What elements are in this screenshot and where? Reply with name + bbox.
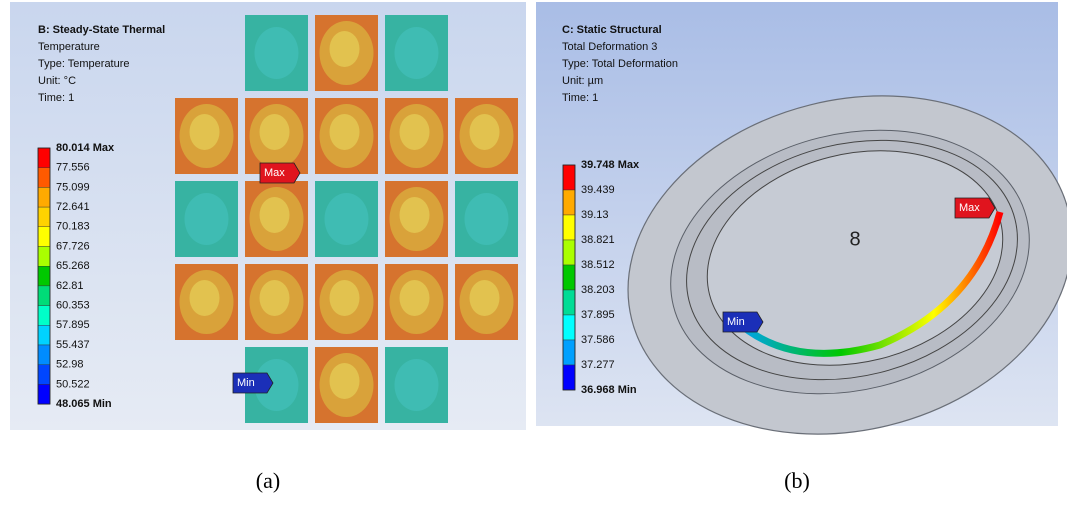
legend-label: 57.895	[56, 319, 90, 331]
legend-swatch	[38, 266, 50, 286]
legend-swatch	[38, 207, 50, 227]
header-line: Type: Temperature	[38, 58, 130, 70]
legend-swatch	[38, 306, 50, 326]
legend-label: 38.512	[581, 259, 615, 271]
tile-core	[325, 193, 369, 245]
tile-hot	[400, 197, 430, 233]
tile-hot	[190, 114, 220, 150]
caption: (a)	[256, 468, 280, 493]
tile-hot	[190, 280, 220, 316]
legend-swatch	[38, 247, 50, 267]
tile-hot	[330, 363, 360, 399]
header-title: B: Steady-State Thermal	[38, 24, 165, 36]
tile-core	[465, 193, 509, 245]
header-line: Type: Total Deformation	[562, 58, 678, 70]
tile-hot	[330, 31, 360, 67]
max-label: Max	[264, 167, 285, 179]
legend-swatch	[38, 325, 50, 345]
legend-label: 39.748 Max	[581, 159, 640, 171]
tile-core	[395, 27, 439, 79]
legend-label: 48.065 Min	[56, 398, 112, 410]
header-title: C: Static Structural	[562, 24, 662, 36]
tile-hot	[470, 114, 500, 150]
legend-swatch	[563, 265, 575, 290]
max-label: Max	[959, 202, 980, 214]
legend-label: 70.183	[56, 221, 90, 233]
legend-swatch	[563, 165, 575, 190]
tile-hot	[260, 197, 290, 233]
legend-label: 37.895	[581, 309, 615, 321]
legend-swatch	[563, 190, 575, 215]
header-line: Time: 1	[562, 92, 598, 104]
header-line: Unit: °C	[38, 75, 76, 87]
legend-label: 77.556	[56, 162, 90, 174]
caption: (b)	[784, 468, 810, 493]
legend-swatch	[563, 240, 575, 265]
header-line: Temperature	[38, 41, 100, 53]
legend-swatch	[38, 365, 50, 385]
legend-label: 62.81	[56, 280, 84, 292]
header-line: Unit: µm	[562, 75, 603, 87]
tile-core	[185, 193, 229, 245]
legend-label: 37.586	[581, 334, 615, 346]
legend-label: 52.98	[56, 359, 84, 371]
tile-hot	[330, 114, 360, 150]
legend-label: 60.353	[56, 300, 90, 312]
legend-swatch	[38, 168, 50, 188]
tile-hot	[400, 114, 430, 150]
legend-swatch	[38, 187, 50, 207]
tile-core	[395, 359, 439, 411]
legend-swatch	[563, 215, 575, 240]
legend-swatch	[563, 315, 575, 340]
legend-swatch	[38, 384, 50, 404]
legend-swatch	[563, 290, 575, 315]
legend-swatch	[38, 286, 50, 306]
min-label: Min	[727, 316, 745, 328]
header-line: Total Deformation 3	[562, 41, 657, 53]
legend-label: 80.014 Max	[56, 142, 115, 154]
legend-label: 67.726	[56, 240, 90, 252]
tile-hot	[260, 114, 290, 150]
legend-label: 55.437	[56, 339, 90, 351]
figure: B: Steady-State Thermal Temperature Type: …	[0, 0, 1067, 504]
tile-hot	[470, 280, 500, 316]
tile-core	[255, 27, 299, 79]
legend-label: 50.522	[56, 378, 90, 390]
tile-hot	[260, 280, 290, 316]
legend-label: 38.821	[581, 234, 615, 246]
legend-swatch	[38, 345, 50, 365]
legend-label: 39.439	[581, 184, 615, 196]
legend-label: 38.203	[581, 284, 615, 296]
tile-hot	[330, 280, 360, 316]
symbol: 8	[849, 228, 860, 250]
legend-label: 75.099	[56, 181, 90, 193]
legend-swatch	[563, 340, 575, 365]
legend-label: 39.13	[581, 209, 609, 221]
header-line: Time: 1	[38, 92, 74, 104]
legend-swatch	[38, 227, 50, 247]
legend-swatch	[38, 148, 50, 168]
legend-label: 37.277	[581, 359, 615, 371]
legend-label: 65.268	[56, 260, 90, 272]
legend-swatch	[563, 365, 575, 390]
legend-label: 36.968 Min	[581, 384, 637, 396]
tile-hot	[400, 280, 430, 316]
legend-label: 72.641	[56, 201, 90, 213]
min-label: Min	[237, 377, 255, 389]
